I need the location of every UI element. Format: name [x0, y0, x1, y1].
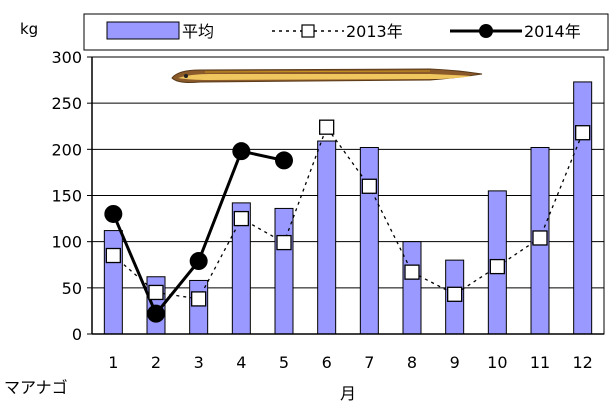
- legend-label-average: 平均: [182, 22, 214, 41]
- y-tick-label: 200: [51, 140, 82, 159]
- grid-lines: [92, 56, 604, 289]
- x-tick-label: 11: [530, 353, 550, 372]
- legend-swatch-2013-marker: [301, 24, 315, 38]
- x-tick-label: 10: [487, 353, 507, 372]
- y-tick-label: 50: [62, 279, 82, 298]
- point-2013: [276, 234, 292, 251]
- point-2014: [147, 304, 165, 323]
- y-tick-labels: 0 50 100 150 200 250 300: [51, 48, 82, 344]
- legend: 平均 2013年 2014年: [83, 13, 609, 51]
- point-2013: [447, 286, 463, 302]
- x-tick-labels: 1 2 3 4 5 6 7 8 9 10 11 12: [108, 353, 593, 372]
- bar-average: [103, 230, 123, 335]
- x-tick-label: 7: [364, 353, 374, 372]
- y-unit-label: kg: [20, 20, 38, 38]
- bar-average: [274, 207, 294, 335]
- bar-average: [189, 279, 209, 335]
- legend-item-2014: 2014年: [450, 22, 581, 41]
- x-tick-label: 1: [108, 353, 118, 372]
- legend-item-average: 平均: [106, 21, 214, 41]
- point-2013: [361, 178, 377, 194]
- point-2013: [148, 284, 164, 301]
- y-tick-label: 100: [51, 233, 82, 252]
- bar-average: [402, 241, 422, 335]
- legend-swatch-2014-marker: [479, 24, 493, 38]
- x-tick-label: 5: [279, 353, 289, 372]
- plot-frame: [87, 56, 605, 335]
- point-2013: [489, 258, 505, 275]
- point-2013: [532, 230, 548, 246]
- legend-item-2013: 2013年: [272, 22, 403, 41]
- x-tick-label: 9: [450, 353, 460, 372]
- point-2013: [319, 119, 335, 135]
- line-2013: [112, 125, 584, 300]
- y-tick-label: 0: [72, 325, 82, 344]
- point-2013: [105, 247, 121, 264]
- legend-label-2014: 2014年: [524, 22, 581, 41]
- x-tick-label: 6: [322, 353, 332, 372]
- point-2014: [104, 204, 123, 223]
- y-tick-label: 250: [51, 94, 82, 113]
- point-2014: [232, 142, 251, 161]
- x-tick-label: 3: [194, 353, 204, 372]
- bar-average: [573, 81, 593, 335]
- y-tick-label: 150: [51, 187, 82, 206]
- species-label: マアナゴ: [4, 378, 68, 397]
- bar-average: [317, 140, 337, 335]
- anago-eel-picture: [171, 68, 483, 83]
- point-2013: [575, 125, 591, 141]
- point-2013: [404, 264, 420, 280]
- line-series: [104, 119, 591, 323]
- bar-average: [359, 146, 379, 335]
- x-tick-label: 4: [236, 353, 246, 372]
- legend-label-2013: 2013年: [346, 22, 403, 41]
- x-axis-label: 月: [340, 384, 356, 403]
- point-2014: [189, 252, 208, 271]
- point-2013: [191, 291, 207, 307]
- point-2013: [233, 210, 249, 227]
- point-2014: [275, 151, 293, 170]
- x-tick-label: 2: [151, 353, 161, 372]
- y-tick-label: 300: [51, 48, 82, 67]
- x-tick-label: 8: [407, 353, 417, 372]
- legend-swatch-average: [106, 21, 180, 40]
- x-tick-label: 12: [572, 353, 592, 372]
